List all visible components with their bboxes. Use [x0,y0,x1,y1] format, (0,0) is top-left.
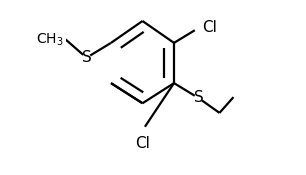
Text: CH$_3$: CH$_3$ [36,31,64,48]
Text: S: S [82,50,91,65]
Text: S: S [194,90,203,106]
Text: Cl: Cl [135,136,150,151]
Text: Cl: Cl [202,20,217,35]
